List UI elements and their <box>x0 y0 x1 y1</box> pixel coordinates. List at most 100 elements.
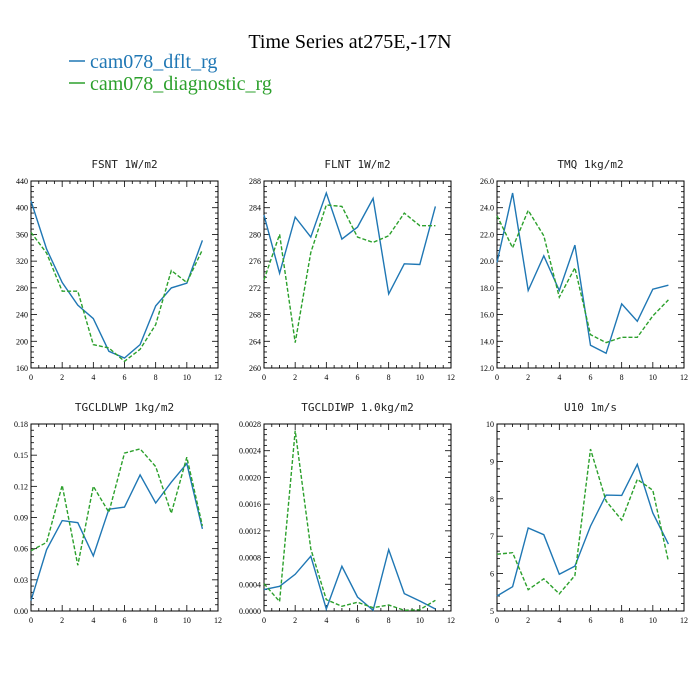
x-tick-label: 8 <box>154 373 158 382</box>
series-line-diagnostic <box>496 448 670 595</box>
y-tick-label: 268 <box>249 311 261 320</box>
x-tick-label: 2 <box>60 373 64 382</box>
x-tick-label: 0 <box>29 616 33 625</box>
y-tick-label: 160 <box>16 364 28 373</box>
y-tick-label: 0.15 <box>14 451 28 460</box>
x-tick-label: 4 <box>91 616 95 625</box>
y-tick-label: 0.09 <box>14 514 28 523</box>
x-tick-label: 6 <box>123 616 127 625</box>
legend: cam078_dflt_rg cam078_diagnostic_rg <box>69 51 272 95</box>
x-tick-label: 2 <box>293 373 297 382</box>
x-tick-label: 6 <box>589 616 593 625</box>
chart-panels: FSNT 1W/m20 2 4 6 8 10 12160200240280320360400… <box>14 158 688 625</box>
y-tick-label: 0.0028 <box>239 420 261 429</box>
series-line-diagnostic <box>30 448 204 566</box>
y-tick-label: 0.06 <box>14 545 28 554</box>
y-tick-label: 240 <box>16 311 28 320</box>
x-tick-label: 0 <box>495 616 499 625</box>
y-tick-label: 22.0 <box>480 230 494 239</box>
y-tick-label: 24.0 <box>480 204 494 213</box>
y-tick-label: 264 <box>249 337 261 346</box>
x-tick-label: 8 <box>387 373 391 382</box>
panel-title: TGCLDLWP 1kg/m2 <box>75 401 174 414</box>
x-tick-label: 8 <box>620 616 624 625</box>
x-tick-label: 0 <box>262 373 266 382</box>
x-tick-label: 8 <box>154 616 158 625</box>
y-tick-label: 0.0012 <box>239 527 261 536</box>
x-tick-label: 0 <box>262 616 266 625</box>
series-line-diagnostic <box>496 208 669 344</box>
y-tick-label: 276 <box>249 257 261 266</box>
plot-frame <box>263 423 452 612</box>
series-line-diagnostic <box>30 231 204 363</box>
x-tick-label: 10 <box>183 616 191 625</box>
y-tick-label: 10 <box>486 420 494 429</box>
y-tick-label: 0.0016 <box>239 500 261 509</box>
y-tick-label: 8 <box>490 495 494 504</box>
y-tick-label: 288 <box>249 177 261 186</box>
y-tick-label: 6 <box>490 570 494 579</box>
panel-title: TMQ 1kg/m2 <box>557 158 623 171</box>
panel-title: FLNT 1W/m2 <box>324 158 390 171</box>
x-tick-label: 10 <box>649 616 657 625</box>
x-tick-label: 8 <box>387 616 391 625</box>
y-tick-label: 12.0 <box>480 364 494 373</box>
y-tick-label: 7 <box>490 532 494 541</box>
chart-panel-1: FLNT 1W/m2 0 2 4 6 8 10 12 260 264 268 272 276 280 284… <box>249 158 455 382</box>
y-tick-label: 200 <box>16 337 28 346</box>
y-tick-label: 5 <box>490 607 494 616</box>
y-tick-label: 18.0 <box>480 284 494 293</box>
x-tick-label: 6 <box>123 373 127 382</box>
series-line-dflt <box>496 462 670 597</box>
x-tick-label: 4 <box>557 616 561 625</box>
x-tick-label: 4 <box>557 373 561 382</box>
y-tick-label: 9 <box>490 457 494 466</box>
x-tick-label: 4 <box>324 373 328 382</box>
x-tick-label: 2 <box>526 373 530 382</box>
y-tick-label: 0.12 <box>14 482 28 491</box>
x-tick-label: 0 <box>495 373 499 382</box>
x-tick-label: 0 <box>29 373 33 382</box>
plot-frame <box>30 423 219 612</box>
series-line-dflt <box>263 190 437 297</box>
y-tick-label: 0.00 <box>14 607 28 616</box>
series-line-dflt <box>30 461 204 601</box>
chart-panel-2: TMQ 1kg/m2 0 2 4 6 8 10 12 12.0 14.0 16.0 18.0 20.0 2… <box>480 158 688 382</box>
x-tick-label: 4 <box>91 373 95 382</box>
series-line-dflt <box>263 547 436 612</box>
y-tick-label: 320 <box>16 257 28 266</box>
y-tick-label: 0.03 <box>14 576 28 585</box>
y-tick-label: 16.0 <box>480 311 494 320</box>
figure-title: Time Series at275E,-17N <box>248 31 451 53</box>
x-tick-label: 12 <box>680 373 688 382</box>
x-tick-label: 6 <box>589 373 593 382</box>
panel-title: U10 1m/s <box>564 401 617 414</box>
y-tick-label: 280 <box>249 230 261 239</box>
y-tick-label: 272 <box>249 284 261 293</box>
legend-label-diagnostic: cam078_diagnostic_rg <box>90 73 272 95</box>
x-tick-label: 2 <box>60 616 64 625</box>
x-tick-label: 12 <box>447 616 455 625</box>
chart-panel-0: FSNT 1W/m2 0 2 4 6 8 10 12 160 200 240 280 320 360 400… <box>16 158 222 382</box>
y-tick-label: 284 <box>249 204 261 213</box>
series-line-diagnostic <box>263 430 436 612</box>
y-tick-label: 280 <box>16 284 28 293</box>
series-line-diagnostic <box>263 204 436 343</box>
x-tick-label: 4 <box>324 616 328 625</box>
x-tick-label: 6 <box>356 373 360 382</box>
y-tick-label: 0.0008 <box>239 554 261 563</box>
y-tick-label: 440 <box>16 177 28 186</box>
x-tick-label: 12 <box>214 373 222 382</box>
panel-title: FSNT 1W/m2 <box>91 158 157 171</box>
x-tick-label: 2 <box>526 616 530 625</box>
y-tick-label: 0.0000 <box>239 607 261 616</box>
y-tick-label: 0.0004 <box>239 580 261 589</box>
x-tick-label: 10 <box>416 373 424 382</box>
y-tick-label: 20.0 <box>480 257 494 266</box>
panel-title: TGCLDIWP 1.0kg/m2 <box>301 401 414 414</box>
y-tick-label: 26.0 <box>480 177 494 186</box>
y-tick-label: 0.0024 <box>239 447 261 456</box>
x-tick-label: 10 <box>183 373 191 382</box>
plot-frame <box>263 180 452 369</box>
